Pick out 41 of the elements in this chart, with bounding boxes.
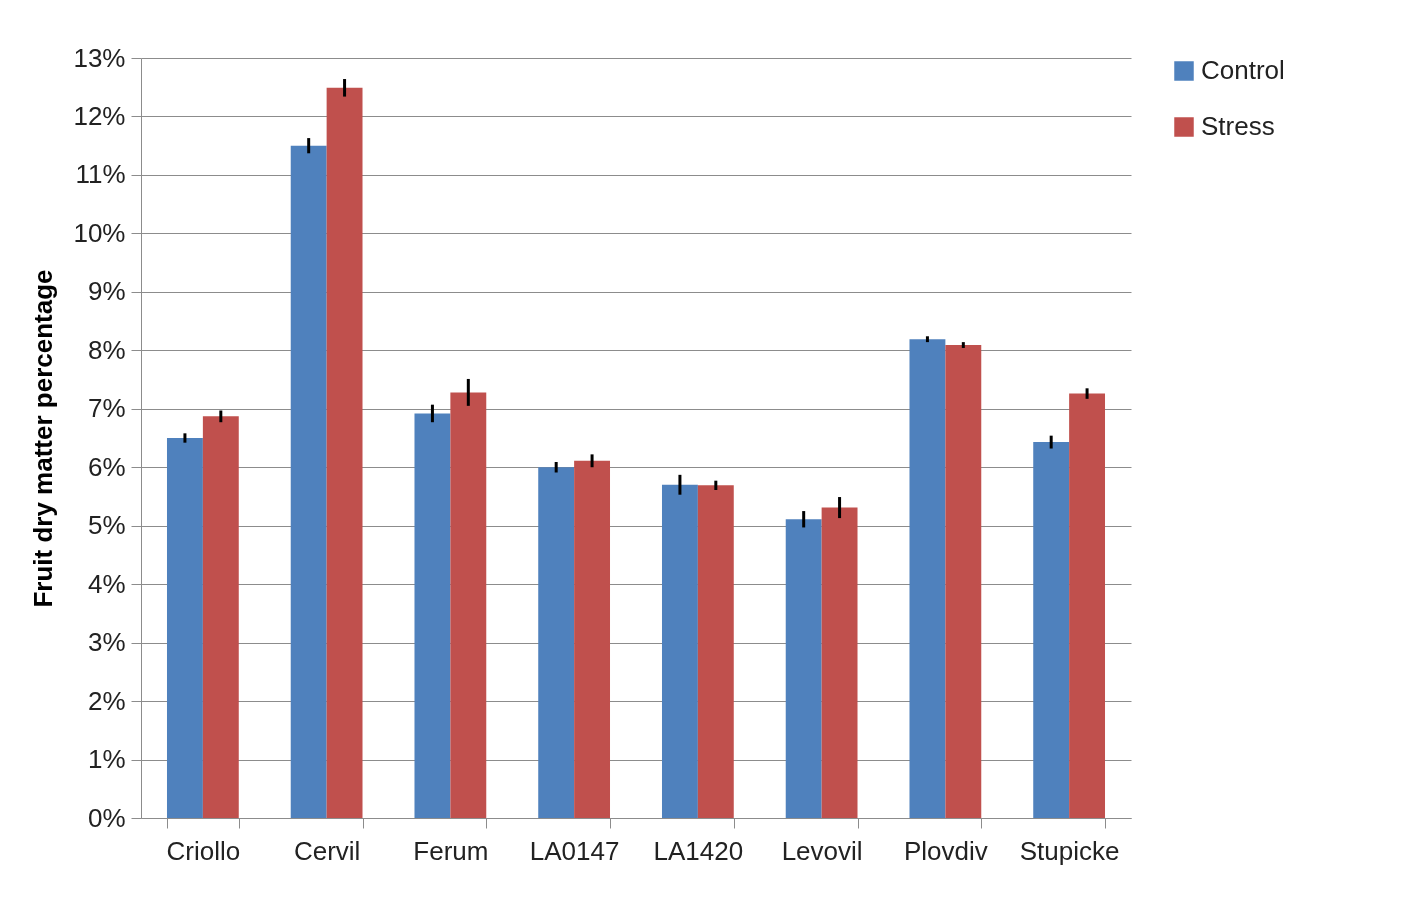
x-tick-label: Ferum — [413, 835, 489, 866]
bar — [697, 485, 734, 818]
y-tick-label: 5% — [87, 510, 126, 541]
y-tick-label: 2% — [87, 685, 126, 716]
y-axis-title: Fruit dry matter percentage — [28, 269, 59, 608]
bar — [661, 484, 698, 818]
y-tick-label: 6% — [87, 451, 126, 482]
y-tick-label: 0% — [87, 802, 126, 833]
x-tick-label: Levovil — [781, 835, 863, 866]
bar — [1069, 393, 1106, 818]
bar — [538, 467, 575, 818]
bar — [821, 507, 858, 818]
bar — [450, 392, 487, 818]
y-tick-label: 4% — [87, 568, 126, 599]
bar — [909, 339, 946, 818]
x-tick-label: Stupicke — [1019, 835, 1120, 866]
x-tick-label: LA0147 — [529, 835, 620, 866]
x-tick-label: LA1420 — [653, 835, 744, 866]
y-tick-label: 3% — [87, 627, 126, 658]
bar — [1033, 442, 1070, 818]
y-tick-label: 13% — [73, 42, 126, 73]
y-tick-label: 10% — [73, 217, 126, 248]
y-tick-label: 1% — [87, 744, 126, 775]
bar — [945, 345, 982, 818]
y-tick-label: 9% — [87, 276, 126, 307]
x-tick-label: Cervil — [293, 835, 361, 866]
bar — [202, 416, 239, 818]
bar — [290, 145, 327, 818]
bar — [326, 87, 363, 818]
bar — [785, 519, 822, 818]
bar — [166, 438, 203, 818]
y-tick-label: 11% — [75, 159, 126, 190]
x-tick-label: Plovdiv — [903, 835, 988, 866]
y-tick-label: 12% — [73, 100, 126, 131]
x-tick-label: Criollo — [166, 835, 241, 866]
y-tick-label: 7% — [87, 393, 126, 424]
bar — [574, 460, 611, 818]
bar — [414, 413, 451, 818]
legend-label: Control — [1201, 55, 1285, 85]
legend-label: Stress — [1201, 111, 1275, 141]
y-tick-label: 8% — [87, 334, 126, 365]
